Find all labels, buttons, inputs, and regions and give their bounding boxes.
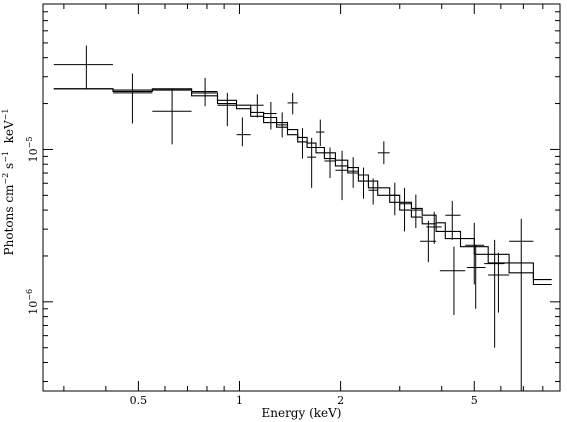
model-curves [53,88,552,286]
data-point [488,252,510,313]
y-axis-label: Photons cm−2 s−1 keV−1 [1,109,16,256]
model-curve-1 [53,88,552,281]
data-point [347,157,359,188]
data-point [484,239,505,348]
data-point [420,220,437,263]
data-point [411,194,423,229]
x-tick-labels: 0.5 1 2 5 [130,394,478,407]
data-point [465,222,485,285]
plot-frame [42,3,561,392]
data-point [250,94,264,118]
axis-ticks [43,3,561,391]
data-point [191,77,218,107]
x-tick-label: 1 [236,394,243,407]
y-label-base: Photons cm [2,184,16,255]
data-point [297,128,308,159]
data-point [324,147,336,178]
y-tick-label: 10−6 [25,289,40,315]
y-label-exp1: −2 [1,173,10,185]
y-tick-base: 10 [27,148,40,162]
data-points [53,45,534,391]
y-label-exp2: −1 [1,151,10,163]
y-tick-labels: 10−510−6 [25,137,40,315]
data-point [152,88,192,145]
data-point [358,167,369,199]
y-label-mid1: s [2,163,16,173]
data-point [426,211,442,244]
x-axis-label: Energy (keV) [261,406,341,420]
y-tick-exp: −5 [25,137,34,149]
data-point [276,112,288,138]
data-point [307,137,317,188]
x-tick-label: 5 [471,394,478,407]
data-point [53,45,113,89]
data-point [236,117,251,147]
data-point [466,245,486,309]
x-tick-label: 0.5 [130,394,148,407]
data-point [445,200,461,240]
data-point [316,119,325,147]
data-point [287,92,298,115]
data-point [389,182,400,216]
y-tick-label: 10−5 [25,137,40,163]
x-tick-label: 2 [337,394,344,407]
data-point [509,218,534,391]
data-point [335,150,348,201]
y-label-mid2: keV [2,120,16,151]
y-tick-base: 10 [27,301,40,315]
data-point [439,246,466,315]
data-point [217,92,237,127]
y-label-exp3: −1 [1,109,10,121]
model-curve-2 [53,88,552,286]
data-point [263,101,277,130]
data-point [112,73,153,124]
data-point [399,187,412,232]
data-point [368,178,378,205]
y-tick-exp: −6 [25,289,34,301]
data-point [377,141,390,165]
